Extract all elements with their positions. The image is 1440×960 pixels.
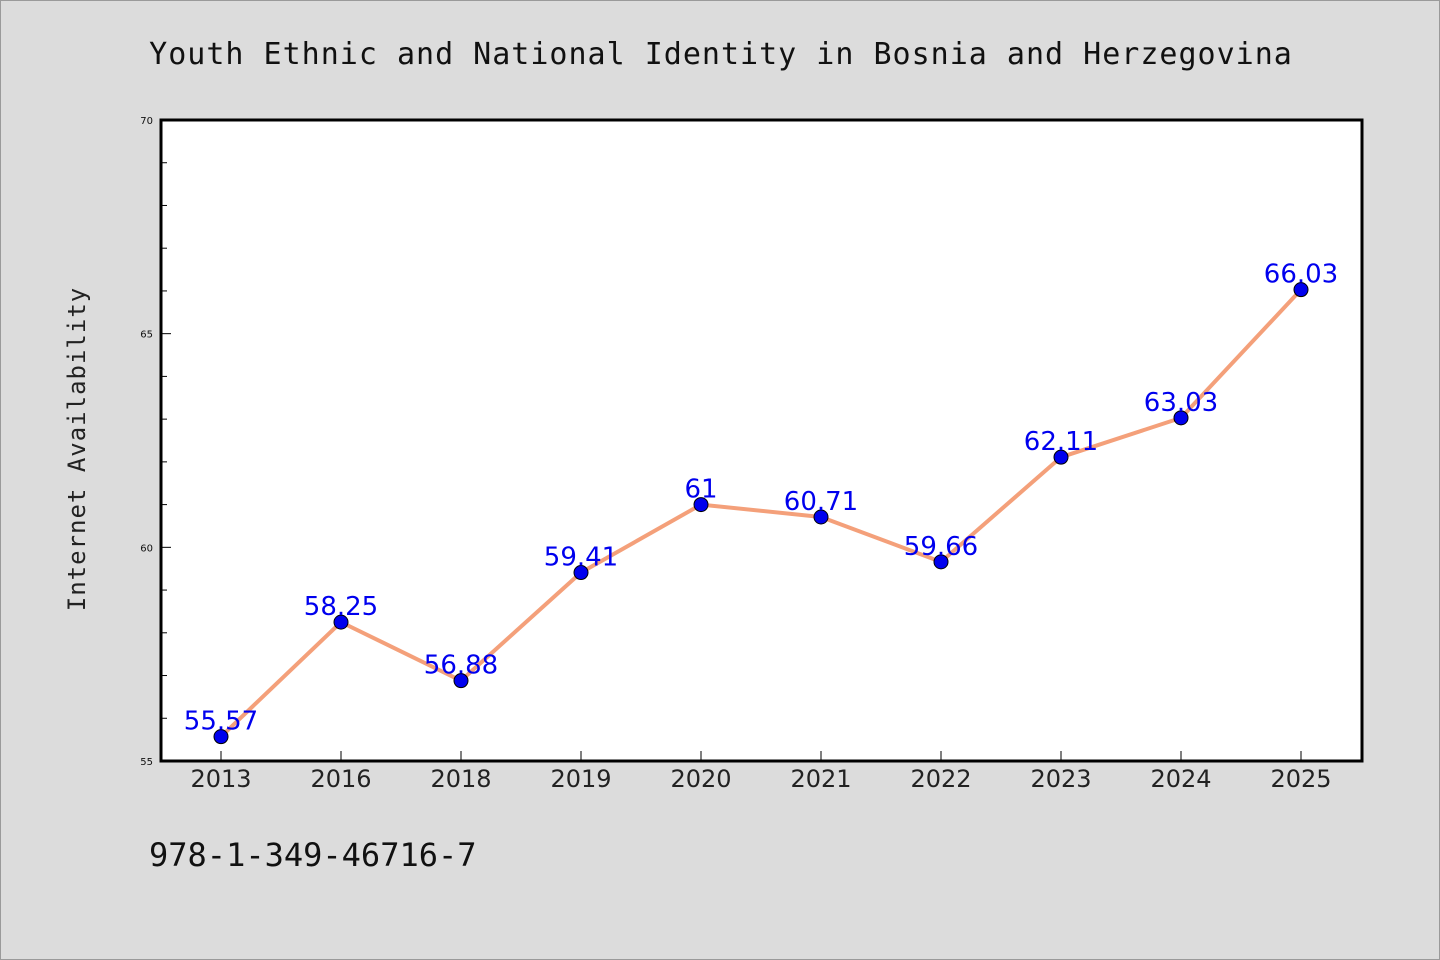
y-tick-label: 60	[140, 543, 153, 554]
chart-title: Youth Ethnic and National Identity in Bo…	[149, 37, 1293, 72]
data-label: 66.03	[1264, 260, 1338, 290]
data-point	[693, 497, 709, 513]
series-line-group	[219, 287, 1303, 739]
data-point	[213, 729, 229, 745]
data-label: 59.66	[904, 532, 978, 562]
x-tick-label: 2020	[670, 765, 731, 793]
series-line	[219, 287, 1303, 739]
plot-area	[161, 120, 1362, 761]
y-tick-label: 65	[140, 330, 153, 341]
y-tick-label: 55	[140, 757, 153, 768]
x-tick-label: 2022	[910, 765, 971, 793]
x-tick-label: 2024	[1150, 765, 1211, 793]
x-tick-label: 2023	[1030, 765, 1091, 793]
data-label: 59.41	[544, 543, 618, 573]
data-point	[1053, 449, 1069, 465]
data-point	[1293, 282, 1309, 298]
data-point	[1173, 410, 1189, 426]
x-tick-label: 2021	[790, 765, 851, 793]
data-label: 56.88	[424, 651, 498, 681]
series-markers	[213, 282, 1309, 745]
x-tick-label: 2025	[1270, 765, 1331, 793]
data-labels: 55.57 58.25 56.88 59.41 61 60.71 59.66 62.11 63.…	[184, 260, 1338, 737]
plot-frame	[159, 118, 1364, 763]
isbn-footer: 978-1-349-46716-7	[149, 836, 477, 874]
x-tick-label: 2018	[430, 765, 491, 793]
x-tick-label: 2013	[190, 765, 251, 793]
data-label: 61	[684, 475, 717, 505]
data-label: 62.11	[1024, 427, 1098, 457]
y-tick-label: 70	[140, 116, 153, 127]
data-point	[573, 565, 589, 581]
data-point	[933, 554, 949, 570]
data-point	[453, 673, 469, 689]
data-point	[333, 614, 349, 630]
data-label: 63.03	[1144, 388, 1218, 418]
data-point	[813, 509, 829, 525]
x-tick-label: 2019	[550, 765, 611, 793]
data-label: 55.57	[184, 707, 258, 737]
x-tick-label: 2016	[310, 765, 371, 793]
data-label: 60.71	[784, 487, 858, 517]
y-axis-label: Internet Availability	[63, 287, 91, 611]
axis-ticks: 55 60 65 70 2013 2016 2018 2019 2020 2021 2022 2023…	[140, 116, 1331, 793]
data-label: 58.25	[304, 592, 378, 622]
